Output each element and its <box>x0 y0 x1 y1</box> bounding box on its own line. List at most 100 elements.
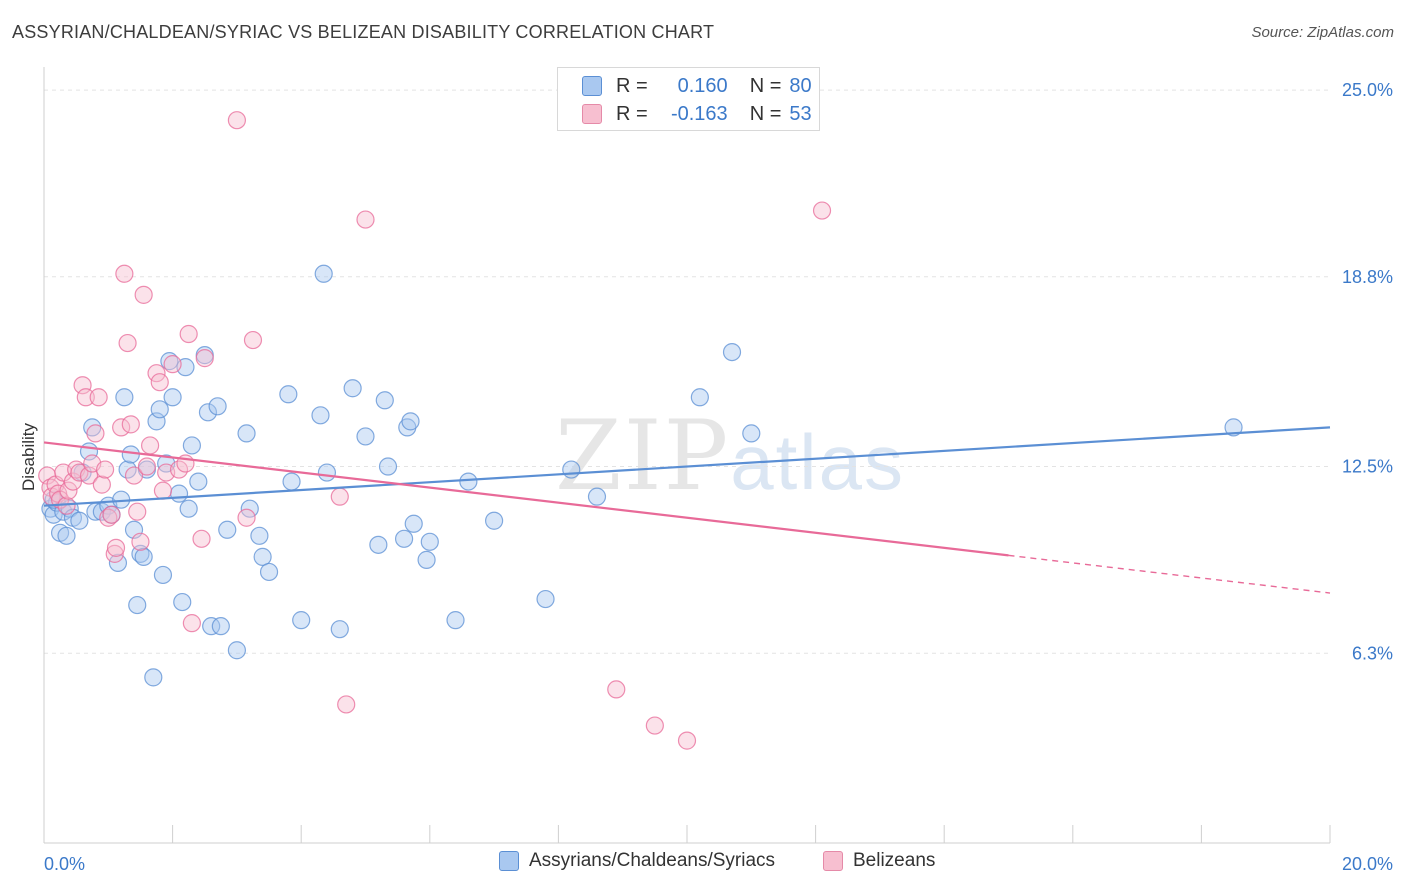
assyrian-point <box>420 532 439 551</box>
belizean-point <box>59 481 78 500</box>
legend-n-value-assyrians: 80 <box>789 74 812 97</box>
belizean-point <box>140 436 160 455</box>
belizean-point <box>195 349 214 368</box>
belizean-trendline-dashed <box>1008 554 1331 594</box>
assyrian-point <box>169 484 189 503</box>
belizean-point <box>192 529 211 548</box>
assyrian-point <box>150 400 169 419</box>
belizean-point <box>73 376 92 395</box>
belizean-point <box>131 532 150 551</box>
belizean-point <box>227 111 246 130</box>
assyrian-point <box>227 641 246 660</box>
belizean-point <box>330 487 349 506</box>
x-tick-label-min: 0.0% <box>44 854 85 874</box>
belizean-point <box>153 481 173 500</box>
assyrian-point <box>259 562 279 582</box>
belizean-point <box>128 502 147 521</box>
assyrian-point <box>189 472 208 491</box>
assyrian-point <box>446 611 465 630</box>
x-tick-label-max: 20.0% <box>1342 854 1393 874</box>
stats-legend: R = 0.160 N = 80 R = -0.163 N = 53 <box>557 67 820 131</box>
assyrian-point <box>153 565 173 585</box>
bottom-legend-assyrians: Assyrians/Chaldeans/Syriacs <box>499 850 775 872</box>
belizean-point <box>86 424 105 443</box>
assyrian-point <box>144 668 163 687</box>
belizean-point <box>115 264 134 283</box>
assyrian-point <box>690 388 709 407</box>
assyrian-point <box>404 514 423 533</box>
belizean-point <box>356 210 375 229</box>
belizean-point <box>607 680 626 699</box>
belizean-point <box>79 466 99 485</box>
assyrian-point <box>1224 418 1243 437</box>
legend-row-assyrians: R = 0.160 N = 80 <box>582 72 812 100</box>
assyrian-point <box>128 595 147 615</box>
belizean-point <box>63 472 83 491</box>
legend-swatch-belizeans <box>582 104 602 124</box>
belizean-point <box>337 695 356 714</box>
assyrian-point <box>485 511 504 530</box>
belizean-point <box>124 466 144 485</box>
assyrian-point <box>179 499 198 518</box>
assyrian-point <box>160 352 179 371</box>
y-tick-label: 6.3% <box>1352 643 1393 663</box>
assyrian-point <box>587 487 607 506</box>
assyrian-point <box>375 391 394 410</box>
belizean-point <box>137 457 156 476</box>
watermark: ZIPatlas <box>555 400 905 512</box>
assyrian-point <box>182 436 201 455</box>
belizean-point <box>118 333 137 353</box>
belizean-point <box>106 538 126 557</box>
assyrian-point <box>459 472 478 491</box>
belizean-point <box>76 388 95 407</box>
bottom-legend-label-assyrians: Assyrians/Chaldeans/Syriacs <box>529 850 776 871</box>
assyrian-point <box>282 472 301 491</box>
assyrian-point <box>253 547 272 566</box>
assyrian-point <box>742 424 761 443</box>
belizean-point <box>105 544 124 563</box>
assyrian-point <box>343 379 362 398</box>
assyrian-point <box>173 592 192 612</box>
assyrian-point <box>208 397 227 416</box>
belizean-point <box>150 373 169 392</box>
assyrian-point <box>115 388 134 407</box>
legend-r-label: R = <box>616 74 648 97</box>
belizean-point <box>99 508 118 527</box>
y-tick-label: 18.8% <box>1342 267 1393 287</box>
y-tick-label: 12.5% <box>1342 457 1393 477</box>
legend-row-belizeans: R = -0.163 N = 53 <box>582 100 812 128</box>
belizean-point <box>89 388 108 407</box>
assyrian-point <box>121 445 140 464</box>
assyrian-point <box>147 412 166 431</box>
assyrian-point <box>218 520 237 539</box>
legend-n-label: N = <box>749 102 782 125</box>
legend-n-label: N = <box>749 74 782 97</box>
assyrian-point <box>562 460 581 479</box>
assyrian-point <box>401 412 420 431</box>
assyrian-point <box>317 463 337 482</box>
assyrian-point <box>163 388 182 407</box>
assyrian-point <box>369 535 388 554</box>
legend-swatch-assyrians <box>582 76 602 96</box>
assyrian-point <box>250 526 269 545</box>
belizean-point <box>95 460 115 479</box>
assyrian-point <box>378 457 398 476</box>
belizean-point <box>645 716 664 735</box>
assyrian-point <box>356 427 375 446</box>
assyrian-point <box>279 385 298 404</box>
watermark-zip: ZIP <box>555 400 731 512</box>
belizean-point <box>243 330 263 350</box>
assyrian-point <box>198 403 218 422</box>
assyrian-point <box>134 547 153 566</box>
assyrian-point <box>330 620 349 639</box>
bottom-legend-swatch-assyrians <box>499 851 519 871</box>
assyrian-point <box>237 424 256 443</box>
belizean-point <box>163 355 182 374</box>
assyrian-point <box>311 406 330 425</box>
assyrian-point <box>211 617 230 636</box>
y-axis-title: Disability <box>19 422 38 491</box>
belizean-point <box>92 475 111 494</box>
assyrian-point <box>394 529 414 548</box>
assyrian-point <box>417 550 436 569</box>
